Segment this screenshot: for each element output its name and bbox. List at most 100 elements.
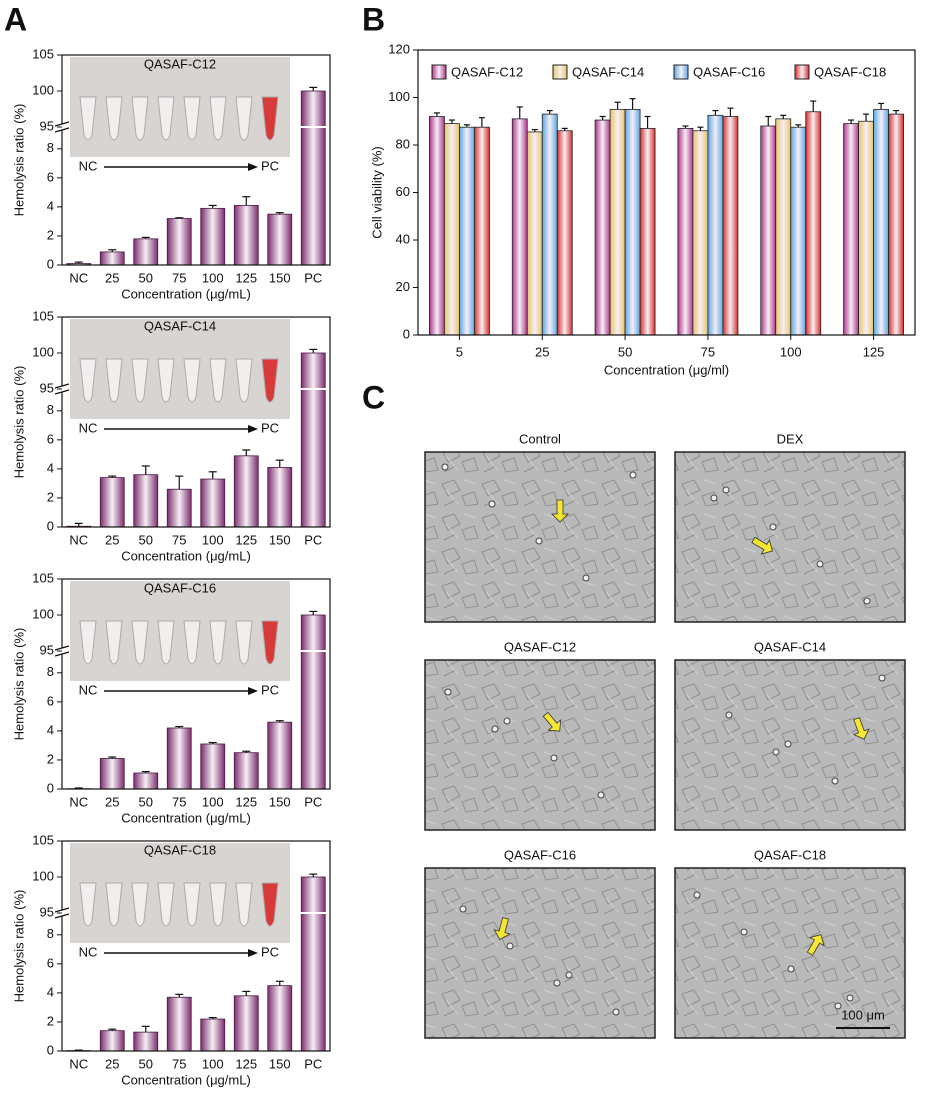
y-tick-label: 100 bbox=[32, 82, 54, 97]
legend-label: QASAF-C18 bbox=[814, 64, 886, 79]
x-tick-label: 150 bbox=[269, 270, 291, 285]
bar bbox=[760, 125, 777, 336]
bar bbox=[556, 130, 573, 336]
x-tick-label: 50 bbox=[139, 270, 153, 285]
y-tick-label: 8 bbox=[47, 140, 54, 155]
error-bar bbox=[765, 115, 772, 126]
tube bbox=[261, 620, 279, 665]
bar bbox=[200, 478, 226, 528]
x-tick-label: 75 bbox=[172, 794, 186, 809]
y-tick-label: 0 bbox=[403, 326, 410, 341]
y-tick-label: 4 bbox=[47, 460, 54, 475]
bar bbox=[459, 126, 475, 336]
error-bar bbox=[309, 86, 318, 91]
x-axis-label: Concentration (μg/mL) bbox=[121, 548, 251, 563]
cell-debris bbox=[565, 971, 573, 979]
x-tick-label: 125 bbox=[235, 270, 257, 285]
error-bar bbox=[242, 750, 251, 753]
bar bbox=[429, 116, 445, 336]
y-tick-label: 0 bbox=[47, 256, 54, 271]
error-bar bbox=[878, 102, 885, 110]
plot-frame bbox=[61, 54, 331, 266]
axis-break-mark bbox=[54, 645, 70, 657]
error-bar bbox=[108, 249, 117, 252]
tube bbox=[79, 358, 97, 403]
photo-label: PC bbox=[261, 420, 279, 435]
arrow bbox=[852, 717, 870, 740]
legend-swatch bbox=[673, 64, 689, 80]
photo-arrowhead bbox=[248, 687, 258, 695]
tube bbox=[183, 96, 201, 141]
tube bbox=[261, 358, 279, 403]
bar bbox=[166, 218, 192, 266]
cell-debris bbox=[769, 523, 777, 531]
y-tick-label: 95 bbox=[40, 642, 54, 657]
error-bar bbox=[74, 522, 83, 527]
bar bbox=[300, 90, 326, 266]
tube bbox=[235, 882, 253, 927]
tube bbox=[79, 882, 97, 927]
y-tick-label: 2 bbox=[47, 1013, 54, 1028]
tube bbox=[235, 620, 253, 665]
panel-label: B bbox=[362, 1, 385, 37]
y-axis-label: Hemolysis ratio (%) bbox=[11, 628, 26, 741]
bar bbox=[677, 127, 694, 336]
error-bar bbox=[546, 109, 553, 115]
error-bar bbox=[448, 119, 455, 124]
x-tick-label: 100 bbox=[202, 270, 224, 285]
x-tick-label: 25 bbox=[535, 344, 549, 359]
x-tick-label: 25 bbox=[105, 270, 119, 285]
tube bbox=[131, 882, 149, 927]
error-bar bbox=[629, 98, 636, 110]
error-bar bbox=[108, 1028, 117, 1031]
y-axis-label: Cell viability (%) bbox=[369, 146, 384, 238]
bar bbox=[511, 118, 528, 336]
tube bbox=[105, 882, 123, 927]
error-bar bbox=[275, 212, 284, 215]
cell-debris bbox=[710, 494, 718, 502]
bar bbox=[133, 1031, 159, 1052]
image-title: DEX bbox=[777, 431, 804, 446]
error-bar bbox=[712, 109, 719, 116]
error-bar bbox=[810, 100, 817, 112]
tube bbox=[183, 620, 201, 665]
bar bbox=[99, 251, 125, 266]
bar bbox=[609, 108, 626, 336]
error-bar bbox=[275, 459, 284, 468]
bar bbox=[790, 126, 807, 336]
x-tick-label: 125 bbox=[235, 1056, 257, 1071]
error-bar bbox=[208, 1016, 217, 1020]
x-tick-label: 150 bbox=[269, 532, 291, 547]
error-bar bbox=[795, 124, 802, 128]
x-tick-label: 25 bbox=[105, 794, 119, 809]
y-tick-label: 100 bbox=[388, 89, 410, 104]
bar bbox=[624, 108, 641, 336]
error-bar bbox=[175, 993, 184, 998]
x-axis-label: Concentration (μg/ml) bbox=[604, 362, 729, 377]
image-title: QASAF-C14 bbox=[754, 639, 826, 654]
x-tick-label: 50 bbox=[139, 794, 153, 809]
micrograph bbox=[424, 867, 656, 1039]
x-tick-label: NC bbox=[69, 794, 88, 809]
legend-label: QASAF-C16 bbox=[693, 64, 765, 79]
plot-frame bbox=[417, 49, 916, 336]
x-tick-label: 25 bbox=[105, 532, 119, 547]
y-tick-label: 40 bbox=[396, 231, 410, 246]
legend-label: QASAF-C14 bbox=[572, 64, 644, 79]
error-bar bbox=[478, 117, 485, 128]
error-bar bbox=[208, 471, 217, 480]
tube bbox=[131, 620, 149, 665]
tube bbox=[105, 620, 123, 665]
x-axis-label: Concentration (μg/mL) bbox=[121, 810, 251, 825]
image-title: QASAF-C18 bbox=[754, 847, 826, 862]
bar bbox=[805, 111, 822, 336]
bar bbox=[267, 213, 293, 266]
x-tick-label: 100 bbox=[202, 1056, 224, 1071]
bar bbox=[166, 996, 192, 1052]
photo bbox=[70, 57, 290, 157]
y-tick-label: 6 bbox=[47, 431, 54, 446]
tube bbox=[131, 96, 149, 141]
x-tick-label: NC bbox=[69, 270, 88, 285]
tube bbox=[209, 620, 227, 665]
axis-break-mark bbox=[54, 121, 70, 133]
